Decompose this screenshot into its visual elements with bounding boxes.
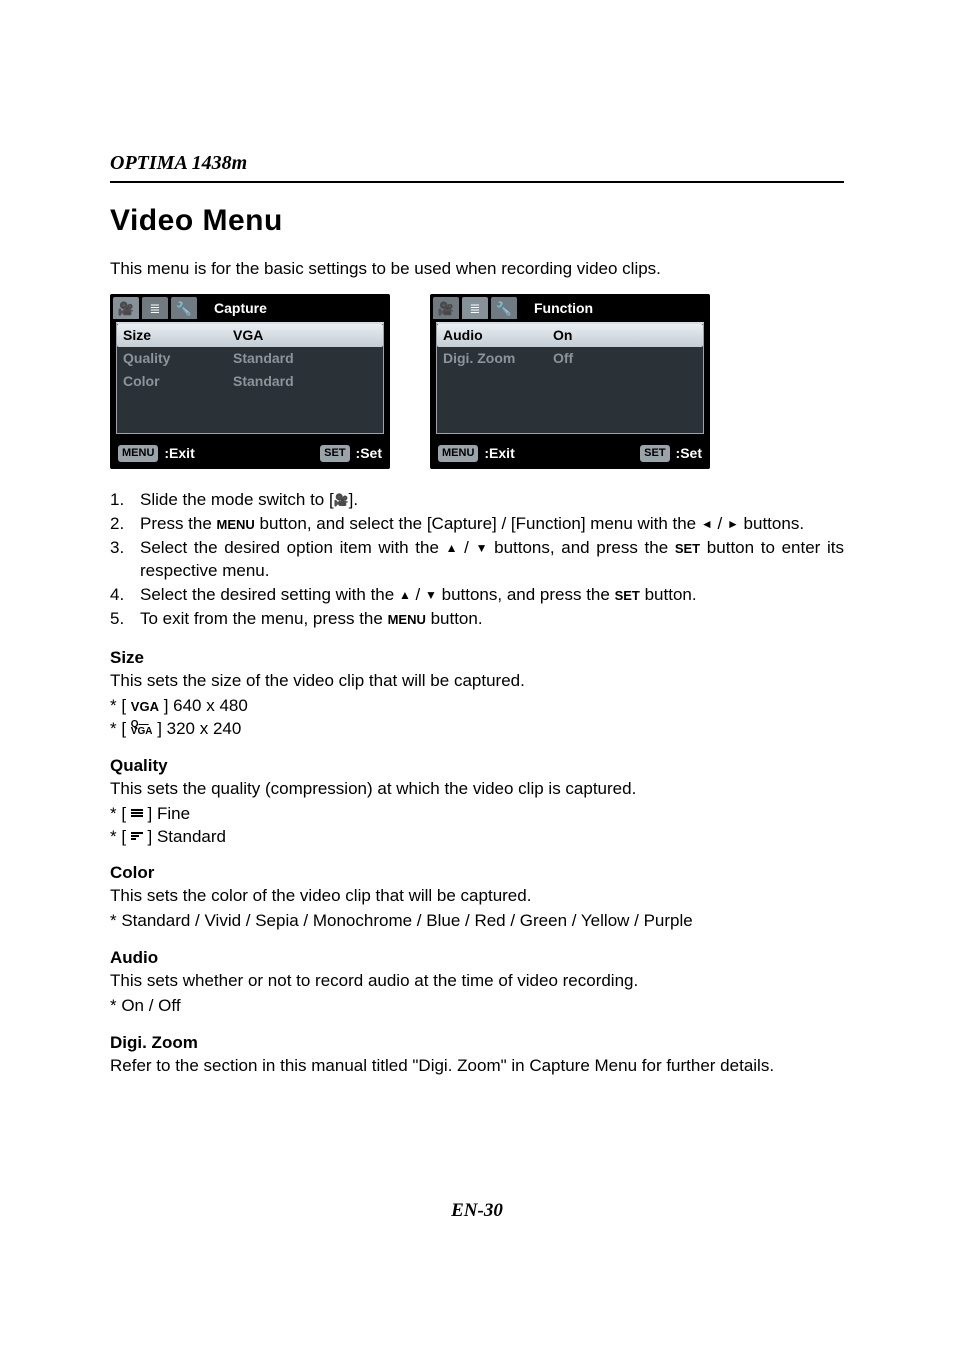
- set-label: :Set: [676, 444, 702, 463]
- option-value: Off: [553, 349, 697, 368]
- menu-keyword: MENU: [388, 612, 426, 627]
- page-title: Video Menu: [110, 201, 844, 242]
- color-options: * Standard / Vivid / Sepia / Monochrome …: [110, 910, 844, 933]
- option-row: Audio On: [437, 324, 703, 347]
- down-arrow-icon: ▼: [476, 542, 488, 554]
- quality-desc: This sets the quality (compression) at w…: [110, 778, 844, 801]
- option-value: VGA: [233, 326, 377, 345]
- option-value: On: [553, 326, 697, 345]
- quality-fine-icon: [131, 808, 143, 818]
- video-icon: 🎥: [334, 494, 349, 506]
- step-5: To exit from the menu, press the MENU bu…: [110, 608, 844, 631]
- size-title: Size: [110, 647, 844, 670]
- down-arrow-icon: ▼: [425, 589, 437, 601]
- step-2: Press the MENU button, and select the [C…: [110, 513, 844, 536]
- intro-text: This menu is for the basic settings to b…: [110, 258, 844, 281]
- option-row: Quality Standard: [117, 347, 383, 370]
- size-option-vga: * [ VGA ] 640 x 480: [110, 695, 844, 718]
- capture-tab-title: Capture: [200, 294, 390, 322]
- set-keyword: SET: [615, 588, 640, 603]
- function-tab-title: Function: [520, 294, 710, 322]
- menu-keyword: MENU: [217, 517, 255, 532]
- quality-option-fine: * [ ] Fine: [110, 803, 844, 826]
- exit-label: :Exit: [164, 444, 194, 463]
- capture-screen-tabs: 🎥 ≣ 🔧 Capture: [110, 294, 390, 322]
- color-title: Color: [110, 862, 844, 885]
- color-desc: This sets the color of the video clip th…: [110, 885, 844, 908]
- digizoom-title: Digi. Zoom: [110, 1032, 844, 1055]
- video-icon: 🎥: [433, 297, 459, 319]
- quality-title: Quality: [110, 755, 844, 778]
- audio-title: Audio: [110, 947, 844, 970]
- set-chip: SET: [320, 445, 349, 462]
- menu-chip: MENU: [438, 445, 478, 462]
- option-value: Standard: [233, 349, 377, 368]
- screenshots-row: 🎥 ≣ 🔧 Capture Size VGA Quality Standard …: [110, 294, 844, 469]
- up-arrow-icon: ▲: [399, 589, 411, 601]
- option-value: Standard: [233, 372, 377, 391]
- audio-options: * On / Off: [110, 995, 844, 1018]
- header-rule: [110, 181, 844, 183]
- function-screen: 🎥 ≣ 🔧 Function Audio On Digi. Zoom Off M…: [430, 294, 710, 469]
- option-label: Digi. Zoom: [443, 349, 553, 368]
- function-screen-body: Audio On Digi. Zoom Off: [436, 322, 704, 434]
- capture-screen-body: Size VGA Quality Standard Color Standard: [116, 322, 384, 434]
- video-icon: 🎥: [113, 297, 139, 319]
- set-chip: SET: [640, 445, 669, 462]
- set-label: :Set: [356, 444, 382, 463]
- option-label: Size: [123, 326, 233, 345]
- option-label: Color: [123, 372, 233, 391]
- model-header: OPTIMA 1438m: [110, 150, 844, 177]
- function-screen-footer: MENU :Exit SET :Set: [430, 440, 710, 469]
- exit-label: :Exit: [484, 444, 514, 463]
- quality-option-standard: * [ ] Standard: [110, 826, 844, 849]
- wrench-icon: 🔧: [491, 297, 517, 319]
- right-arrow-icon: ►: [727, 518, 739, 530]
- capture-screen: 🎥 ≣ 🔧 Capture Size VGA Quality Standard …: [110, 294, 390, 469]
- step-3: Select the desired option item with the …: [110, 537, 844, 583]
- steps-list: Slide the mode switch to [🎥]. Press the …: [110, 489, 844, 631]
- option-label: Audio: [443, 326, 553, 345]
- up-arrow-icon: ▲: [446, 542, 458, 554]
- quality-standard-icon: [131, 831, 143, 841]
- option-label: Quality: [123, 349, 233, 368]
- wrench-icon: 🔧: [171, 297, 197, 319]
- audio-desc: This sets whether or not to record audio…: [110, 970, 844, 993]
- step-4: Select the desired setting with the ▲ / …: [110, 584, 844, 607]
- left-arrow-icon: ◄: [701, 518, 713, 530]
- option-row: Size VGA: [117, 324, 383, 347]
- option-row: Digi. Zoom Off: [437, 347, 703, 370]
- vga-glyph: VGA: [131, 699, 159, 714]
- option-row: Color Standard: [117, 370, 383, 393]
- menu-chip: MENU: [118, 445, 158, 462]
- digizoom-desc: Refer to the section in this manual titl…: [110, 1055, 844, 1078]
- set-keyword: SET: [675, 541, 700, 556]
- function-screen-tabs: 🎥 ≣ 🔧 Function: [430, 294, 710, 322]
- size-desc: This sets the size of the video clip tha…: [110, 670, 844, 693]
- list-icon: ≣: [142, 297, 168, 319]
- size-option-qvga: * [ Q—VGA ] 320 x 240: [110, 718, 844, 741]
- qvga-glyph: Q—VGA: [131, 721, 153, 735]
- list-icon: ≣: [462, 297, 488, 319]
- capture-screen-footer: MENU :Exit SET :Set: [110, 440, 390, 469]
- page-number: EN-30: [110, 1198, 844, 1224]
- step-1: Slide the mode switch to [🎥].: [110, 489, 844, 512]
